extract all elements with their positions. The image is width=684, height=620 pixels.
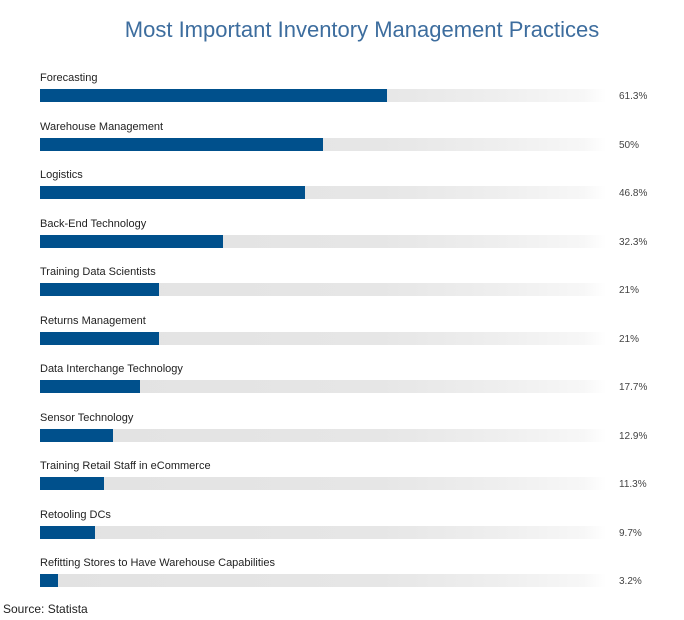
category-label: Data Interchange Technology bbox=[40, 363, 183, 375]
category-label: Training Retail Staff in eCommerce bbox=[40, 460, 211, 472]
category-label: Refitting Stores to Have Warehouse Capab… bbox=[40, 557, 275, 569]
bar-row: Forecasting 61.3% bbox=[0, 72, 684, 112]
value-label: 61.3% bbox=[619, 91, 648, 102]
bar bbox=[40, 574, 59, 587]
value-label: 17.7% bbox=[619, 382, 648, 393]
bar-row: Refitting Stores to Have Warehouse Capab… bbox=[0, 557, 684, 597]
bar-track bbox=[40, 331, 606, 345]
category-label: Warehouse Management bbox=[40, 120, 164, 133]
bar-track bbox=[40, 428, 606, 442]
bar-row: Data Interchange Technology 17.7% bbox=[0, 363, 684, 403]
category-label: Logistics bbox=[40, 169, 83, 181]
value-label: 32.3% bbox=[619, 236, 648, 248]
bar bbox=[40, 137, 323, 151]
bar bbox=[40, 525, 95, 539]
category-label: Sensor Technology bbox=[40, 411, 134, 424]
bar-track bbox=[40, 89, 606, 102]
value-label: 3.2% bbox=[619, 576, 642, 587]
bar-track bbox=[40, 283, 606, 296]
bar bbox=[40, 331, 159, 345]
bar-track bbox=[40, 525, 606, 539]
value-label: 21% bbox=[619, 333, 640, 345]
category-label: Retooling DCs bbox=[40, 508, 111, 521]
value-label: 21% bbox=[619, 285, 640, 296]
bar-track bbox=[40, 574, 606, 587]
bar-row: Back-End Technology 32.3% bbox=[0, 218, 684, 258]
category-label: Returns Management bbox=[40, 314, 146, 327]
value-label: 9.7% bbox=[619, 527, 642, 539]
value-label: 12.9% bbox=[619, 430, 648, 442]
bar-track bbox=[40, 137, 606, 151]
bar-track bbox=[40, 186, 606, 199]
source-note: Source: Statista bbox=[3, 602, 88, 616]
bar-row: Logistics 46.8% bbox=[0, 169, 684, 209]
value-label: 46.8% bbox=[619, 188, 648, 199]
chart-title: Most Important Inventory Management Prac… bbox=[124, 17, 600, 42]
category-label: Back-End Technology bbox=[40, 217, 147, 230]
bar-track bbox=[40, 234, 606, 248]
bar-row: Training Retail Staff in eCommerce 11.3% bbox=[0, 460, 684, 500]
category-label: Training Data Scientists bbox=[40, 266, 156, 278]
bar-track bbox=[40, 380, 606, 393]
bar bbox=[40, 234, 223, 248]
value-label: 50% bbox=[619, 139, 640, 151]
bar-track bbox=[40, 477, 606, 490]
bar bbox=[40, 283, 159, 296]
bar-row: Warehouse Management 50% bbox=[0, 121, 684, 161]
bar-row: Returns Management 21% bbox=[0, 315, 684, 355]
bar-row: Training Data Scientists 21% bbox=[0, 266, 684, 306]
bar-row: Sensor Technology 12.9% bbox=[0, 412, 684, 452]
value-label: 11.3% bbox=[619, 479, 647, 490]
bar-row: Retooling DCs 9.7% bbox=[0, 509, 684, 549]
bar bbox=[40, 89, 387, 102]
bar bbox=[40, 428, 113, 442]
bar bbox=[40, 186, 305, 199]
category-label: Forecasting bbox=[40, 72, 98, 84]
bar bbox=[40, 380, 141, 393]
bar bbox=[40, 477, 104, 490]
